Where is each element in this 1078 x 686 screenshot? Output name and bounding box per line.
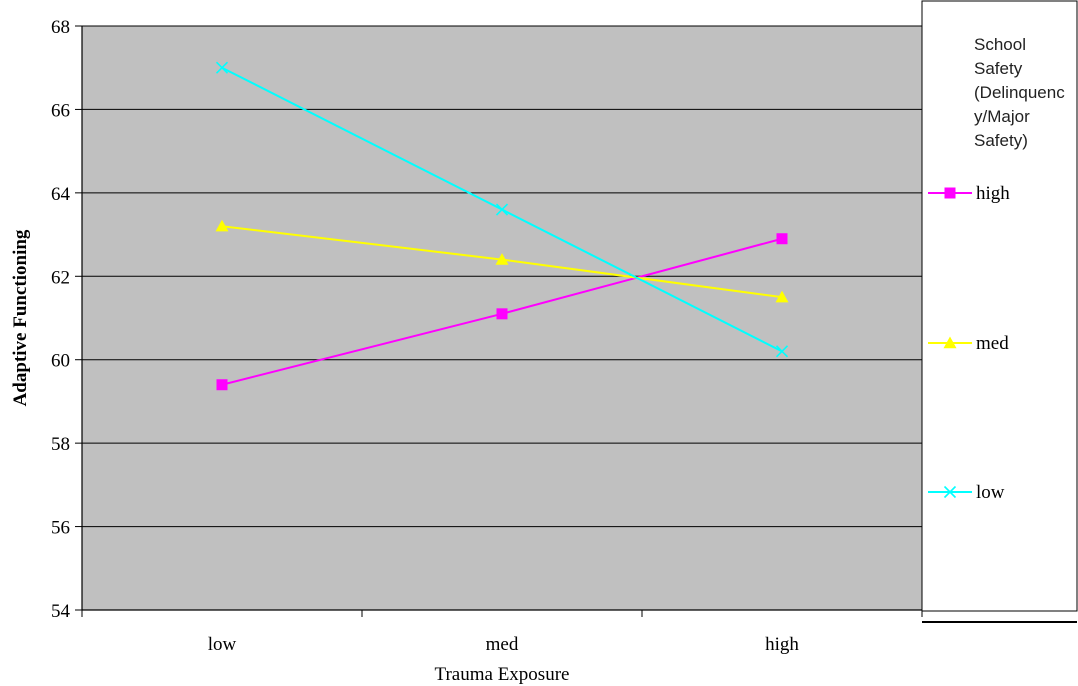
legend-label: med	[976, 333, 1009, 354]
legend-items: high med low	[928, 183, 1010, 503]
y-tick-label: 56	[51, 518, 70, 539]
data-point-med	[495, 253, 509, 265]
legend-item-low: low	[928, 482, 1005, 503]
data-point-high	[776, 233, 788, 245]
y-tick-label: 68	[51, 17, 70, 38]
y-tick-label: 60	[51, 351, 70, 372]
y-tick-label: 62	[51, 267, 70, 288]
y-tick-label: 58	[51, 434, 70, 455]
series-low	[215, 61, 789, 358]
axes	[81, 26, 922, 611]
data-point-low	[775, 345, 789, 358]
data-point-med	[775, 290, 789, 303]
legend-title-line: Safety	[974, 59, 1023, 78]
legend-marker-med	[943, 336, 957, 349]
series-high	[216, 233, 788, 391]
x-tick-label: high	[765, 634, 799, 655]
legend-marker-high	[944, 187, 956, 199]
legend: School Safety (Delinquenc y/Major Safety) hi…	[921, 0, 1078, 623]
y-tick-label: 64	[51, 184, 71, 205]
legend-marker-low	[943, 485, 957, 499]
series-med	[215, 219, 789, 303]
legend-title-line: School	[974, 35, 1026, 54]
x-tick-label: low	[208, 634, 237, 655]
legend-label: high	[976, 183, 1010, 204]
x-tick-label: med	[486, 634, 519, 655]
x-axis-ticks: low med high	[81, 610, 923, 655]
data-point-high	[496, 308, 508, 320]
series-lines	[215, 61, 789, 391]
y-axis-title: Adaptive Functioning	[10, 229, 31, 406]
legend-label: low	[976, 482, 1005, 503]
legend-item-med: med	[928, 333, 1009, 354]
data-point-med	[215, 219, 229, 232]
legend-title-line: Safety)	[974, 131, 1028, 150]
y-axis-ticks: 54 56 58 60 62 64 66 68	[51, 17, 82, 622]
legend-title: School Safety (Delinquenc y/Major Safety)	[974, 35, 1065, 150]
legend-item-high: high	[928, 183, 1010, 204]
legend-box	[921, 0, 1078, 612]
y-tick-label: 66	[51, 100, 70, 121]
legend-title-line: (Delinquenc	[974, 83, 1065, 102]
y-tick-label: 54	[51, 601, 71, 622]
data-point-high	[216, 379, 228, 391]
legend-title-line: y/Major	[974, 107, 1030, 126]
gridlines	[82, 25, 922, 528]
data-point-low	[495, 203, 509, 216]
data-point-low	[215, 61, 229, 74]
x-axis-title: Trauma Exposure	[435, 664, 570, 685]
